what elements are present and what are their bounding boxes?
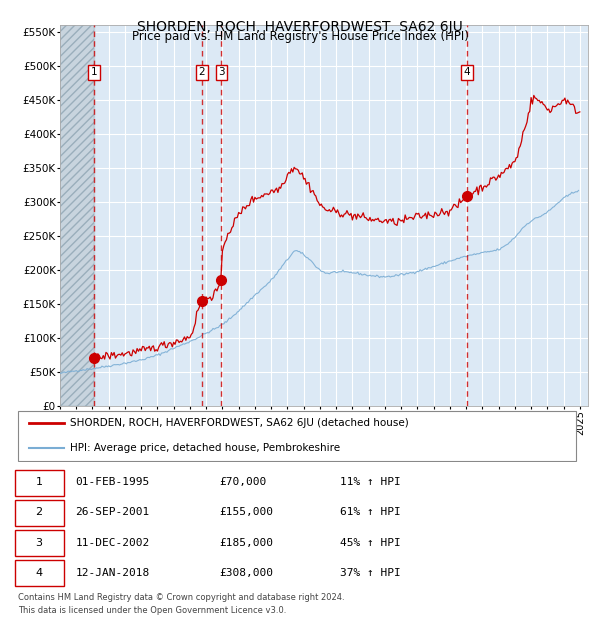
- Text: 11-DEC-2002: 11-DEC-2002: [76, 538, 149, 547]
- Text: SHORDEN, ROCH, HAVERFORDWEST, SA62 6JU: SHORDEN, ROCH, HAVERFORDWEST, SA62 6JU: [137, 20, 463, 34]
- FancyBboxPatch shape: [15, 530, 64, 556]
- FancyBboxPatch shape: [15, 500, 64, 526]
- Text: Price paid vs. HM Land Registry's House Price Index (HPI): Price paid vs. HM Land Registry's House …: [131, 30, 469, 43]
- Text: 11% ↑ HPI: 11% ↑ HPI: [340, 477, 401, 487]
- Text: This data is licensed under the Open Government Licence v3.0.: This data is licensed under the Open Gov…: [18, 606, 286, 615]
- Text: £155,000: £155,000: [220, 508, 274, 518]
- Text: SHORDEN, ROCH, HAVERFORDWEST, SA62 6JU (detached house): SHORDEN, ROCH, HAVERFORDWEST, SA62 6JU (…: [70, 418, 409, 428]
- Text: 45% ↑ HPI: 45% ↑ HPI: [340, 538, 401, 547]
- Text: 26-SEP-2001: 26-SEP-2001: [76, 508, 149, 518]
- Text: 37% ↑ HPI: 37% ↑ HPI: [340, 567, 401, 578]
- Text: 4: 4: [463, 68, 470, 78]
- Text: 01-FEB-1995: 01-FEB-1995: [76, 477, 149, 487]
- Text: 2: 2: [199, 68, 205, 78]
- Text: 4: 4: [35, 567, 43, 578]
- Text: 12-JAN-2018: 12-JAN-2018: [76, 567, 149, 578]
- FancyBboxPatch shape: [15, 470, 64, 496]
- Text: Contains HM Land Registry data © Crown copyright and database right 2024.: Contains HM Land Registry data © Crown c…: [18, 593, 344, 603]
- Text: 1: 1: [91, 68, 97, 78]
- Text: 3: 3: [35, 538, 43, 547]
- Text: £70,000: £70,000: [220, 477, 266, 487]
- Text: HPI: Average price, detached house, Pembrokeshire: HPI: Average price, detached house, Pemb…: [70, 443, 340, 453]
- Bar: [60, 25, 94, 406]
- Text: £185,000: £185,000: [220, 538, 274, 547]
- FancyBboxPatch shape: [18, 411, 577, 461]
- Text: 3: 3: [218, 68, 225, 78]
- Text: 61% ↑ HPI: 61% ↑ HPI: [340, 508, 401, 518]
- Text: 2: 2: [35, 508, 43, 518]
- FancyBboxPatch shape: [15, 560, 64, 586]
- Bar: [60, 25, 94, 406]
- Text: 1: 1: [35, 477, 43, 487]
- Text: £308,000: £308,000: [220, 567, 274, 578]
